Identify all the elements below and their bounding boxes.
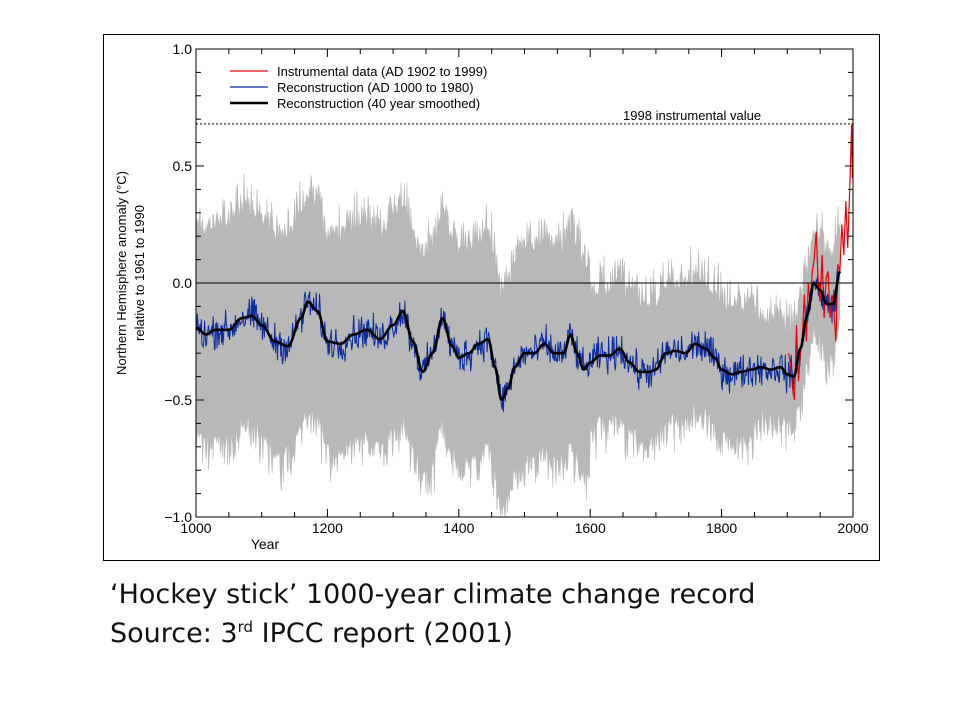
caption-source-prefix: Source: 3: [110, 618, 238, 649]
y-axis-label-line1: Northern Hemisphere anomaly (°C): [114, 171, 129, 375]
instrumental-line: [788, 123, 853, 401]
y-tick-label: 0.5: [173, 158, 193, 174]
caption-source-superscript: rd: [237, 618, 254, 636]
chart-frame: 1998 instrumental value 1000 1200 1400 1600 1…: [103, 34, 880, 561]
legend-label: Reconstruction (AD 1000 to 1980): [277, 80, 474, 95]
caption-source: Source: 3rd IPCC report (2001): [110, 618, 513, 649]
x-axis-label: Year: [251, 536, 280, 552]
uncertainty-band: [195, 173, 841, 518]
y-axis-label-line2: relative to 1961 to 1990: [132, 205, 147, 341]
reconstruction-line: [195, 266, 841, 412]
legend-label: Instrumental data (AD 1902 to 1999): [277, 64, 487, 79]
x-tick-label: 1800: [706, 520, 737, 536]
hockey-stick-chart: 1998 instrumental value 1000 1200 1400 1600 1…: [114, 41, 869, 552]
x-tick-label: 1600: [575, 520, 606, 536]
y-tick-label: −0.5: [164, 392, 192, 408]
y-tick-label: −1.0: [164, 509, 192, 525]
x-tick-label: 1400: [443, 520, 474, 536]
x-tick-label: 1200: [312, 520, 343, 536]
smoothed-line: [195, 270, 842, 402]
x-tick-label: 2000: [837, 520, 868, 536]
y-tick-label: 0.0: [173, 275, 193, 291]
caption-title: ‘Hockey stick’ 1000-year climate change …: [110, 579, 756, 610]
y-tick-label: 1.0: [173, 41, 193, 57]
legend-label: Reconstruction (40 year smoothed): [277, 96, 480, 111]
reference-line-label: 1998 instrumental value: [623, 108, 761, 123]
caption-source-suffix: IPCC report (2001): [253, 618, 513, 649]
x-tick-label: 1000: [180, 520, 211, 536]
